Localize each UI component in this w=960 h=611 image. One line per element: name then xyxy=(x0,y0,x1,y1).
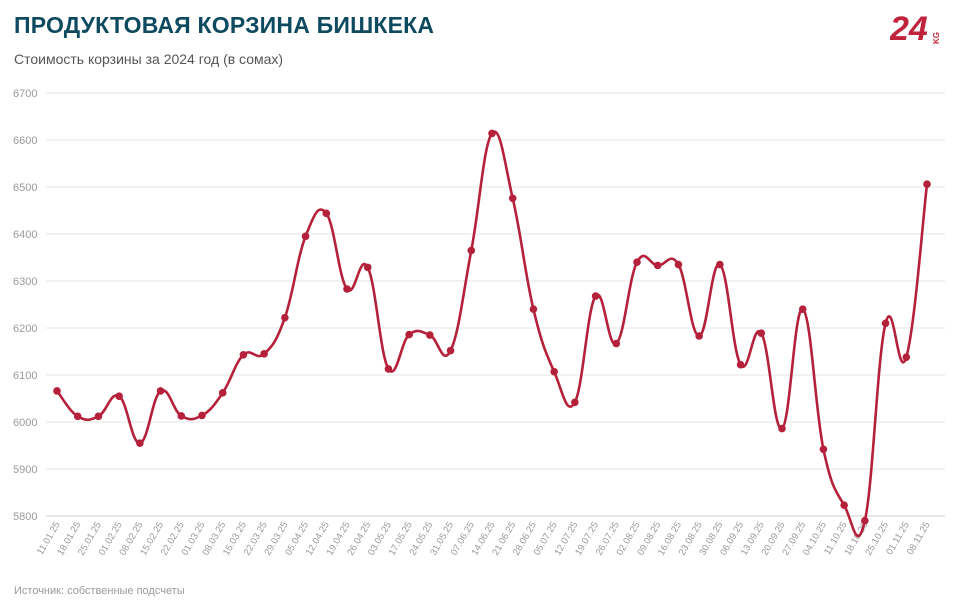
data-point xyxy=(260,350,268,358)
data-point xyxy=(53,387,61,395)
data-point xyxy=(239,350,248,359)
y-tick-label: 6300 xyxy=(13,276,37,288)
data-point xyxy=(301,232,310,241)
data-point xyxy=(136,439,144,447)
series-line xyxy=(55,130,929,538)
source-note: Источник: собственные подсчеты xyxy=(14,585,185,597)
data-point xyxy=(115,392,123,400)
data-point xyxy=(343,285,351,293)
data-point xyxy=(467,246,476,255)
data-point xyxy=(840,501,848,509)
data-point xyxy=(405,330,413,339)
24kg-logo: 24 KG xyxy=(890,10,941,46)
data-point xyxy=(488,129,496,138)
data-point xyxy=(716,260,724,269)
data-point xyxy=(198,411,206,420)
data-point xyxy=(550,367,558,376)
grid xyxy=(46,92,945,517)
y-tick-label: 5800 xyxy=(13,511,37,523)
data-point xyxy=(446,346,455,355)
y-tick-label: 6100 xyxy=(13,370,37,382)
data-point xyxy=(322,209,331,218)
series-points xyxy=(53,129,931,525)
data-point xyxy=(757,329,766,337)
data-point xyxy=(73,412,82,421)
y-tick-label: 5900 xyxy=(13,464,37,476)
data-point xyxy=(674,260,683,269)
data-point xyxy=(529,305,538,314)
logo-suffix: KG xyxy=(932,32,941,44)
data-point xyxy=(177,412,186,420)
data-point xyxy=(426,331,434,339)
data-point xyxy=(923,180,931,188)
data-point xyxy=(218,389,227,397)
chart-title: ПРОДУКТОВАЯ КОРЗИНА БИШКЕКА xyxy=(14,12,435,38)
data-point xyxy=(736,360,745,369)
data-point xyxy=(156,387,165,395)
y-tick-label: 6000 xyxy=(13,417,37,429)
data-point xyxy=(508,194,517,203)
data-point xyxy=(695,332,703,340)
y-axis-ticks: 5800 5900 6000 6100 6200 6300 6400 6500 6600 6700 xyxy=(13,88,37,523)
y-tick-label: 6600 xyxy=(13,135,37,147)
data-point xyxy=(653,261,662,270)
data-point xyxy=(633,258,641,267)
y-tick-label: 6400 xyxy=(13,229,37,241)
data-point xyxy=(861,516,869,525)
data-point xyxy=(778,424,786,433)
y-tick-label: 6500 xyxy=(13,182,37,194)
y-tick-label: 6200 xyxy=(13,323,37,335)
data-point xyxy=(819,445,828,454)
data-point xyxy=(363,263,372,272)
x-axis-ticks: 11.01.2518.01.2525.01.2501.02.2508.02.25… xyxy=(35,520,933,558)
data-point xyxy=(798,305,807,314)
logo-main: 24 xyxy=(890,10,928,46)
data-point xyxy=(612,339,621,348)
data-point xyxy=(902,353,911,361)
data-point xyxy=(384,365,393,373)
data-point xyxy=(94,412,103,421)
chart-subtitle: Стоимость корзины за 2024 год (в сомах) xyxy=(14,51,284,67)
data-point xyxy=(591,292,600,300)
data-point xyxy=(571,398,579,407)
data-point xyxy=(281,313,289,322)
data-point xyxy=(881,319,890,328)
y-tick-label: 6700 xyxy=(13,88,37,100)
